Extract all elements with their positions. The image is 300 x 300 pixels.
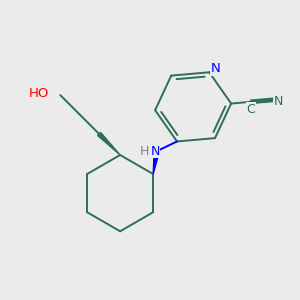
- Text: HO: HO: [28, 87, 49, 100]
- Text: N: N: [274, 95, 283, 108]
- Text: N: N: [210, 62, 220, 76]
- Polygon shape: [98, 132, 120, 155]
- Text: H: H: [140, 145, 149, 158]
- Polygon shape: [153, 155, 158, 174]
- Text: C: C: [247, 103, 255, 116]
- Text: N: N: [151, 145, 160, 158]
